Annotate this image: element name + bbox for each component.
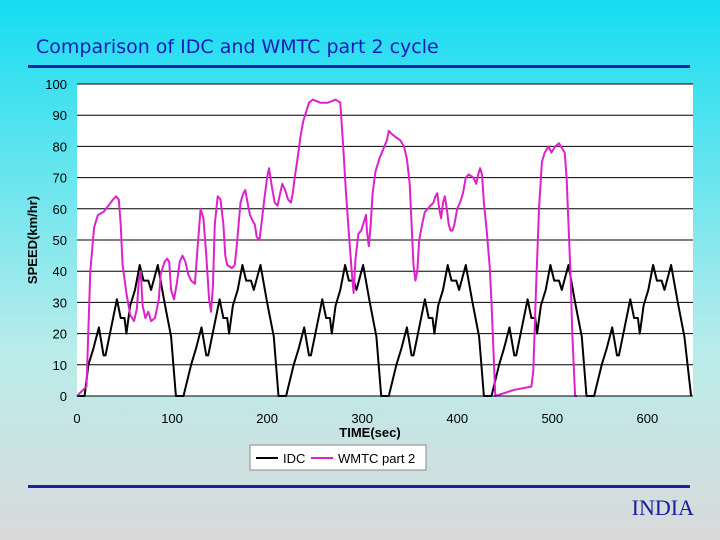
title-underline — [28, 65, 690, 68]
y-tick-50: 50 — [53, 233, 67, 248]
y-tick-20: 20 — [53, 327, 67, 342]
slide-title: Comparison of IDC and WMTC part 2 cycle — [36, 36, 439, 58]
y-tick-30: 30 — [53, 295, 67, 310]
x-tick-400: 400 — [446, 411, 468, 426]
legend-label-wmtc: WMTC part 2 — [338, 451, 415, 466]
footer-brand: INDIA — [631, 495, 694, 520]
y-tick-labels: 0 10 20 30 40 50 60 70 80 90 100 — [45, 77, 67, 404]
y-tick-100: 100 — [45, 77, 67, 92]
x-tick-600: 600 — [637, 411, 659, 426]
x-tick-300: 300 — [351, 411, 373, 426]
x-axis-title: TIME(sec) — [339, 425, 400, 440]
series-line-wmtc-part-2 — [76, 98, 577, 397]
speed-time-chart: 0 10 20 30 40 50 60 70 80 90 100 0 100 200 300 400 500 6… — [25, 77, 693, 471]
footer-rule — [28, 485, 690, 488]
y-tick-80: 80 — [53, 139, 67, 154]
legend: IDC WMTC part 2 — [249, 444, 427, 471]
legend-box — [249, 444, 427, 471]
y-tick-90: 90 — [53, 108, 67, 123]
y-tick-40: 40 — [53, 264, 67, 279]
x-tick-labels: 0 100 200 300 400 500 600 — [73, 411, 658, 426]
y-axis-title: SPEED(km/hr) — [25, 196, 40, 284]
legend-label-idc: IDC — [283, 451, 305, 466]
y-tick-60: 60 — [53, 202, 67, 217]
x-tick-200: 200 — [256, 411, 278, 426]
x-tick-0: 0 — [73, 411, 80, 426]
y-tick-10: 10 — [53, 358, 67, 373]
x-tick-100: 100 — [161, 411, 183, 426]
y-tick-0: 0 — [60, 389, 67, 404]
x-tick-500: 500 — [541, 411, 563, 426]
y-tick-70: 70 — [53, 171, 67, 186]
